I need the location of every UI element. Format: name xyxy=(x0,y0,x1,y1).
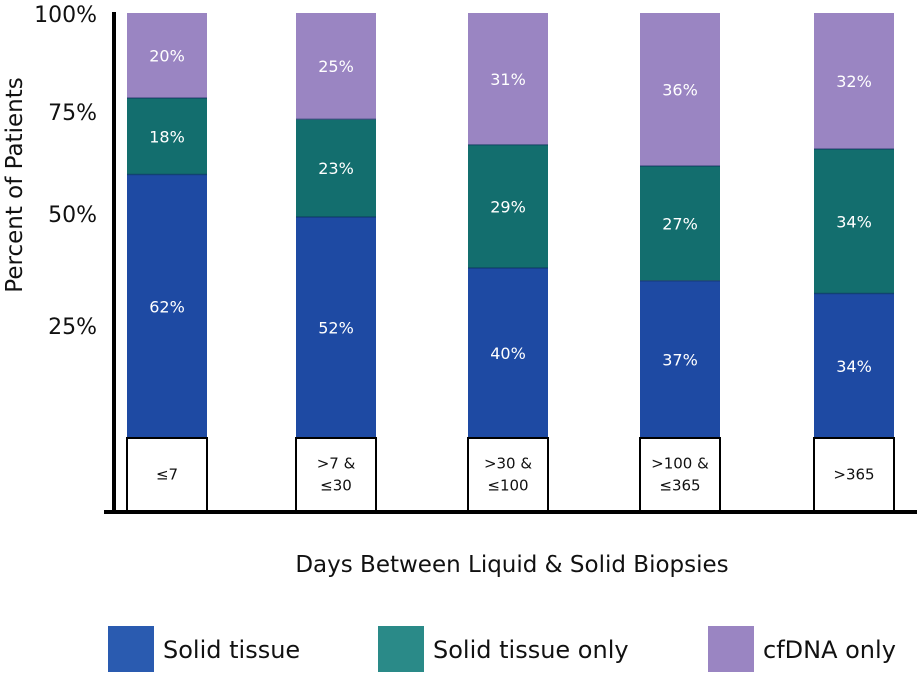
x-tick-label: >100 & xyxy=(651,455,709,473)
legend-item: cfDNA only xyxy=(708,626,896,672)
bar-segment xyxy=(640,13,720,166)
bar-segment xyxy=(468,268,548,438)
legend: Solid tissue Solid tissue only cfDNA only xyxy=(108,626,896,672)
bar-group: 40% 29% 31% xyxy=(468,13,548,438)
legend-label: Solid tissue only xyxy=(433,636,629,664)
bar-segment xyxy=(127,174,207,438)
data-label: 37% xyxy=(662,350,698,369)
category-box-border xyxy=(126,437,208,512)
bar-group: 37% 27% 36% xyxy=(640,13,720,438)
x-axis-title: Days Between Liquid & Solid Biopsies xyxy=(295,552,728,578)
legend-label: Solid tissue xyxy=(163,636,300,664)
y-tick-label: 75% xyxy=(48,101,97,126)
data-label: 62% xyxy=(149,297,185,316)
bar-segment xyxy=(296,217,376,438)
bar-segment xyxy=(296,119,376,217)
x-tick-label: >365 xyxy=(833,466,874,484)
y-tick-label: 25% xyxy=(48,315,97,340)
data-label: 18% xyxy=(149,127,185,146)
data-label: 20% xyxy=(149,47,185,66)
category-box-border xyxy=(467,437,549,512)
data-label: 32% xyxy=(836,72,872,91)
data-label: 36% xyxy=(662,81,698,100)
bar-segment xyxy=(814,13,894,149)
x-tick-label: >7 & xyxy=(317,455,356,473)
bar-segment xyxy=(814,149,894,294)
bar-segment xyxy=(640,166,720,281)
data-label: 27% xyxy=(662,214,698,233)
legend-swatch xyxy=(108,626,154,672)
category-box-border xyxy=(813,437,895,512)
legend-swatch xyxy=(378,626,424,672)
bar-segment xyxy=(468,144,548,268)
data-label: 52% xyxy=(318,319,354,338)
x-tick-label: ≤7 xyxy=(156,466,178,484)
category-box: ≤7 xyxy=(126,437,208,512)
bar-segment xyxy=(127,13,207,98)
y-tick-labels: 25% 50% 75% 100% xyxy=(34,3,97,340)
data-label: 29% xyxy=(490,197,526,216)
data-label: 34% xyxy=(836,357,872,376)
data-label: 25% xyxy=(318,57,354,76)
x-tick-label: >30 & xyxy=(484,455,532,473)
legend-item: Solid tissue only xyxy=(378,626,629,672)
x-tick-label: ≤100 xyxy=(487,477,528,495)
data-label: 23% xyxy=(318,159,354,178)
bar-group: 34% 34% 32% xyxy=(814,13,894,438)
category-labels: ≤7 >7 & ≤30 >30 & ≤100 >100 & ≤365 >365 xyxy=(126,437,895,512)
legend-item: Solid tissue xyxy=(108,626,300,672)
legend-swatch xyxy=(708,626,754,672)
bar-segment xyxy=(640,280,720,438)
category-box: >100 & ≤365 xyxy=(639,437,721,512)
category-box-border xyxy=(295,437,377,512)
data-label: 34% xyxy=(836,212,872,231)
bar-group: 62% 18% 20% xyxy=(127,13,207,438)
data-label: 31% xyxy=(490,70,526,89)
category-box: >365 xyxy=(813,437,895,512)
y-tick-label: 100% xyxy=(34,3,97,28)
data-label: 40% xyxy=(490,344,526,363)
y-axis-title: Percent of Patients xyxy=(2,77,28,292)
x-tick-label: ≤365 xyxy=(659,477,700,495)
category-box: >7 & ≤30 xyxy=(295,437,377,512)
category-box-border xyxy=(639,437,721,512)
bars: 62%18%20%52%23%25%40%29%31%37%27%36%34%3… xyxy=(127,13,894,438)
category-box: >30 & ≤100 xyxy=(467,437,549,512)
bar-segment xyxy=(296,13,376,120)
x-tick-label: ≤30 xyxy=(320,477,352,495)
bar-group: 52% 23% 25% xyxy=(296,13,376,438)
y-tick-label: 50% xyxy=(48,203,97,228)
legend-label: cfDNA only xyxy=(763,636,896,664)
bar-segment xyxy=(468,13,548,145)
bar-segment xyxy=(814,293,894,438)
bar-segment xyxy=(127,98,207,175)
